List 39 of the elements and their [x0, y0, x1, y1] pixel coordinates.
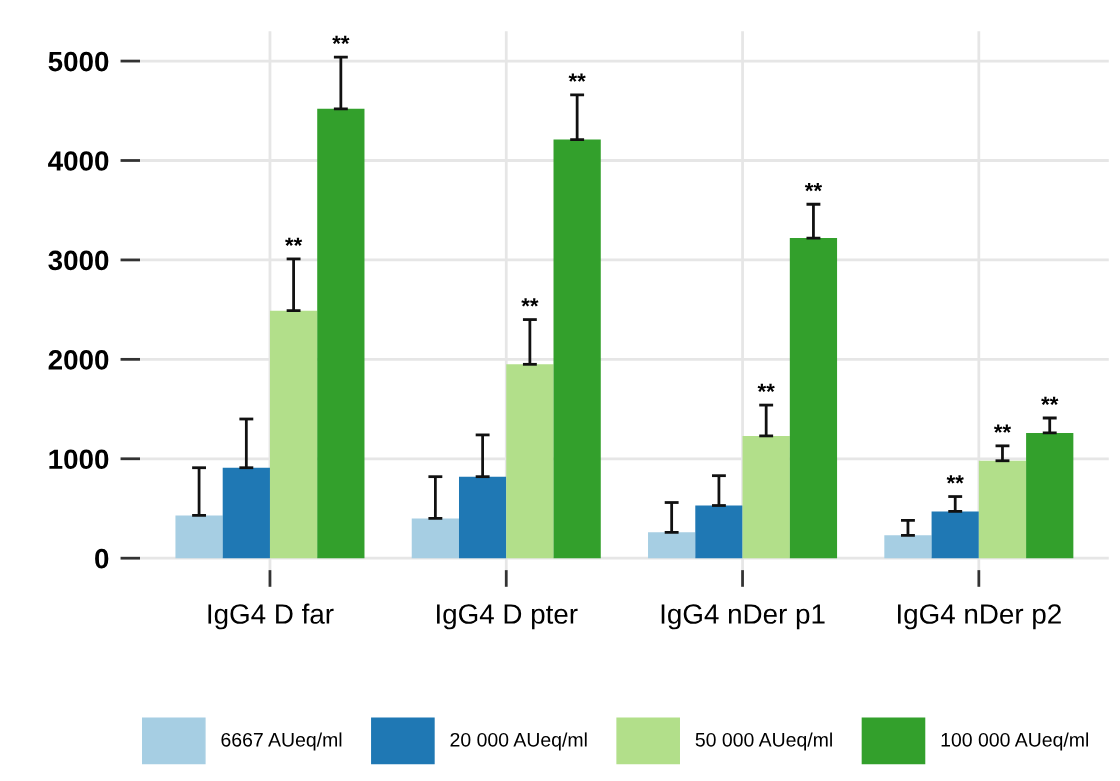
- bar: [317, 108, 365, 559]
- data-label: **: [993, 424, 1012, 433]
- bar: [459, 476, 507, 559]
- bar: [269, 310, 318, 559]
- data-label: **: [1041, 396, 1059, 405]
- y-tick-label: 0: [95, 548, 109, 569]
- bar: [789, 238, 838, 559]
- bar: [978, 460, 1027, 559]
- data-label: **: [521, 298, 539, 307]
- x-tick-label: IgG4 D far: [208, 603, 334, 630]
- bar: [884, 535, 932, 559]
- bar: [222, 467, 270, 559]
- data-label: **: [285, 237, 303, 246]
- bar: [553, 139, 601, 559]
- bar: [742, 435, 790, 559]
- data-label: **: [946, 475, 964, 484]
- bar: [506, 364, 554, 559]
- legend-label: 50 000 AUeq/ml: [695, 732, 832, 751]
- data-label: **: [757, 383, 775, 393]
- data-label: **: [804, 182, 823, 192]
- y-tick-label: 4000: [48, 151, 109, 171]
- legend-label: 20 000 AUeq/ml: [450, 732, 587, 751]
- x-tick-label: IgG4 nDer p2: [898, 604, 1061, 630]
- bar: [931, 511, 979, 559]
- bar: [411, 518, 459, 559]
- y-tick-label: 3000: [48, 250, 109, 271]
- x-tick-label: IgG4 nDer p1: [661, 604, 825, 630]
- legend-label: 6667 AUeq/ml: [221, 732, 342, 751]
- legend-label: 100 000 AUeq/ml: [941, 732, 1089, 751]
- y-tick-label: 5000: [48, 51, 109, 72]
- y-tick-label: 1000: [49, 449, 109, 470]
- data-label: **: [568, 73, 586, 82]
- bar: [175, 515, 223, 559]
- data-label: **: [332, 35, 350, 45]
- bar: [1026, 432, 1074, 559]
- bar: [695, 505, 743, 559]
- bar: [648, 532, 696, 559]
- y-tick-label: 2000: [48, 350, 109, 370]
- x-tick-label: IgG4 D pter: [437, 604, 578, 630]
